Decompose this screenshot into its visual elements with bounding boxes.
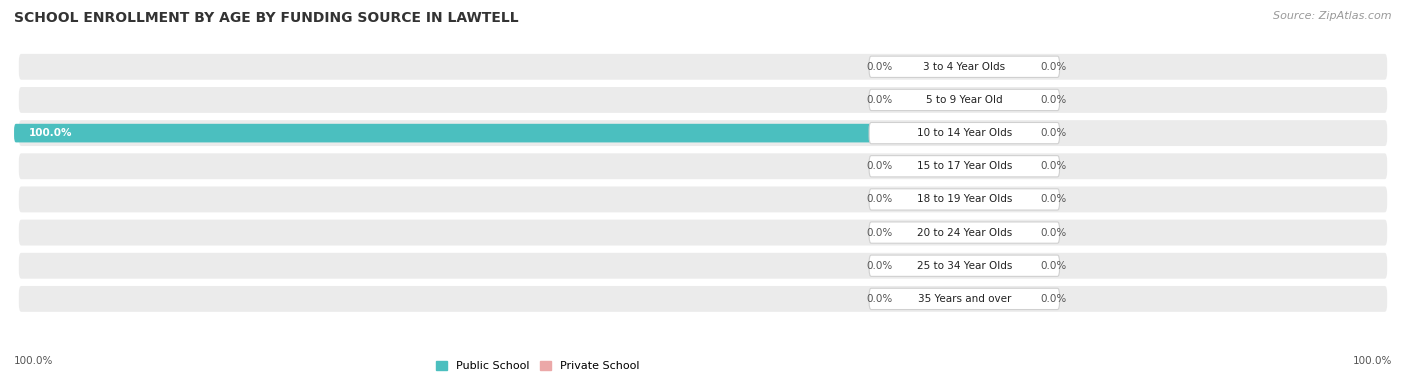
FancyBboxPatch shape	[965, 90, 1031, 109]
FancyBboxPatch shape	[18, 253, 1388, 279]
Legend: Public School, Private School: Public School, Private School	[432, 356, 644, 375]
Text: 0.0%: 0.0%	[1040, 261, 1067, 271]
Text: 5 to 9 Year Old: 5 to 9 Year Old	[927, 95, 1002, 105]
FancyBboxPatch shape	[869, 222, 1060, 243]
FancyBboxPatch shape	[903, 290, 965, 308]
FancyBboxPatch shape	[18, 120, 1388, 146]
FancyBboxPatch shape	[18, 187, 1388, 212]
Text: 0.0%: 0.0%	[1040, 62, 1067, 72]
Text: 0.0%: 0.0%	[868, 62, 893, 72]
Text: 20 to 24 Year Olds: 20 to 24 Year Olds	[917, 228, 1012, 238]
FancyBboxPatch shape	[903, 90, 965, 109]
Text: 0.0%: 0.0%	[868, 95, 893, 105]
FancyBboxPatch shape	[14, 124, 965, 143]
Text: Source: ZipAtlas.com: Source: ZipAtlas.com	[1274, 11, 1392, 21]
Text: 100.0%: 100.0%	[1353, 356, 1392, 366]
FancyBboxPatch shape	[18, 153, 1388, 179]
FancyBboxPatch shape	[869, 156, 1060, 177]
FancyBboxPatch shape	[903, 57, 965, 76]
Text: SCHOOL ENROLLMENT BY AGE BY FUNDING SOURCE IN LAWTELL: SCHOOL ENROLLMENT BY AGE BY FUNDING SOUR…	[14, 11, 519, 25]
Text: 100.0%: 100.0%	[28, 128, 72, 138]
Text: 10 to 14 Year Olds: 10 to 14 Year Olds	[917, 128, 1012, 138]
Text: 25 to 34 Year Olds: 25 to 34 Year Olds	[917, 261, 1012, 271]
Text: 15 to 17 Year Olds: 15 to 17 Year Olds	[917, 161, 1012, 171]
Text: 0.0%: 0.0%	[1040, 228, 1067, 238]
Text: 35 Years and over: 35 Years and over	[918, 294, 1011, 304]
FancyBboxPatch shape	[869, 255, 1060, 276]
FancyBboxPatch shape	[18, 220, 1388, 245]
FancyBboxPatch shape	[869, 189, 1060, 210]
Text: 0.0%: 0.0%	[868, 294, 893, 304]
Text: 0.0%: 0.0%	[868, 261, 893, 271]
FancyBboxPatch shape	[869, 123, 1060, 144]
Text: 0.0%: 0.0%	[1040, 128, 1067, 138]
Text: 0.0%: 0.0%	[1040, 95, 1067, 105]
FancyBboxPatch shape	[903, 157, 965, 176]
FancyBboxPatch shape	[869, 89, 1060, 110]
FancyBboxPatch shape	[965, 190, 1031, 209]
Text: 18 to 19 Year Olds: 18 to 19 Year Olds	[917, 195, 1012, 204]
Text: 0.0%: 0.0%	[1040, 195, 1067, 204]
Text: 0.0%: 0.0%	[1040, 161, 1067, 171]
FancyBboxPatch shape	[903, 190, 965, 209]
FancyBboxPatch shape	[18, 54, 1388, 80]
FancyBboxPatch shape	[18, 87, 1388, 113]
FancyBboxPatch shape	[965, 256, 1031, 275]
FancyBboxPatch shape	[965, 290, 1031, 308]
FancyBboxPatch shape	[903, 223, 965, 242]
Text: 0.0%: 0.0%	[868, 161, 893, 171]
Text: 100.0%: 100.0%	[14, 356, 53, 366]
FancyBboxPatch shape	[903, 256, 965, 275]
Text: 0.0%: 0.0%	[868, 228, 893, 238]
Text: 0.0%: 0.0%	[868, 195, 893, 204]
FancyBboxPatch shape	[869, 56, 1060, 77]
FancyBboxPatch shape	[965, 124, 1031, 143]
FancyBboxPatch shape	[965, 57, 1031, 76]
FancyBboxPatch shape	[18, 286, 1388, 312]
FancyBboxPatch shape	[965, 223, 1031, 242]
Text: 0.0%: 0.0%	[1040, 294, 1067, 304]
Text: 3 to 4 Year Olds: 3 to 4 Year Olds	[924, 62, 1005, 72]
FancyBboxPatch shape	[869, 288, 1060, 310]
FancyBboxPatch shape	[965, 157, 1031, 176]
